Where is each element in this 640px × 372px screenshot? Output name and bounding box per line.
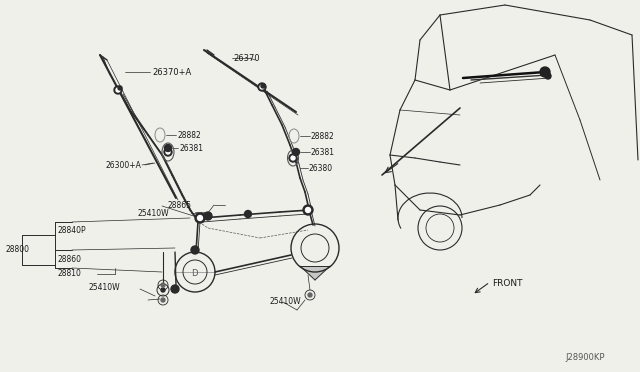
Circle shape xyxy=(292,148,300,155)
Text: 25410W: 25410W xyxy=(270,298,301,307)
Circle shape xyxy=(161,283,165,287)
Text: 25410W: 25410W xyxy=(88,283,120,292)
Text: 26370+A: 26370+A xyxy=(152,67,191,77)
Text: 28882: 28882 xyxy=(311,131,335,141)
Circle shape xyxy=(118,86,122,90)
Polygon shape xyxy=(300,266,330,280)
Text: 26380: 26380 xyxy=(309,164,333,173)
Circle shape xyxy=(545,73,551,79)
Circle shape xyxy=(308,293,312,297)
Circle shape xyxy=(164,148,172,156)
Text: 25410W: 25410W xyxy=(138,208,170,218)
Circle shape xyxy=(289,154,297,162)
Text: 28865: 28865 xyxy=(167,201,191,209)
Circle shape xyxy=(114,86,122,94)
Circle shape xyxy=(166,150,170,154)
Text: 26370: 26370 xyxy=(233,54,260,62)
Circle shape xyxy=(540,67,550,77)
Text: 26300+A: 26300+A xyxy=(105,160,141,170)
Circle shape xyxy=(303,205,313,215)
Circle shape xyxy=(305,208,310,212)
Circle shape xyxy=(191,246,199,254)
Text: 26381: 26381 xyxy=(179,144,203,153)
Circle shape xyxy=(171,285,179,293)
Circle shape xyxy=(204,212,212,220)
Circle shape xyxy=(198,215,202,221)
Circle shape xyxy=(161,288,165,292)
Text: 28860: 28860 xyxy=(57,254,81,263)
Circle shape xyxy=(261,84,265,88)
Text: 28810: 28810 xyxy=(57,269,81,279)
Circle shape xyxy=(291,156,295,160)
Text: D: D xyxy=(191,269,198,278)
Circle shape xyxy=(164,144,172,151)
Text: 28840P: 28840P xyxy=(57,225,86,234)
Text: J28900KP: J28900KP xyxy=(565,353,605,362)
Text: FRONT: FRONT xyxy=(492,279,522,288)
Text: 26381: 26381 xyxy=(311,148,335,157)
Circle shape xyxy=(195,213,205,223)
Circle shape xyxy=(116,88,120,92)
Circle shape xyxy=(161,298,165,302)
Text: 28882: 28882 xyxy=(177,131,201,140)
Text: 28800: 28800 xyxy=(5,244,29,253)
Circle shape xyxy=(258,83,266,91)
Circle shape xyxy=(260,85,264,89)
Circle shape xyxy=(244,211,252,218)
